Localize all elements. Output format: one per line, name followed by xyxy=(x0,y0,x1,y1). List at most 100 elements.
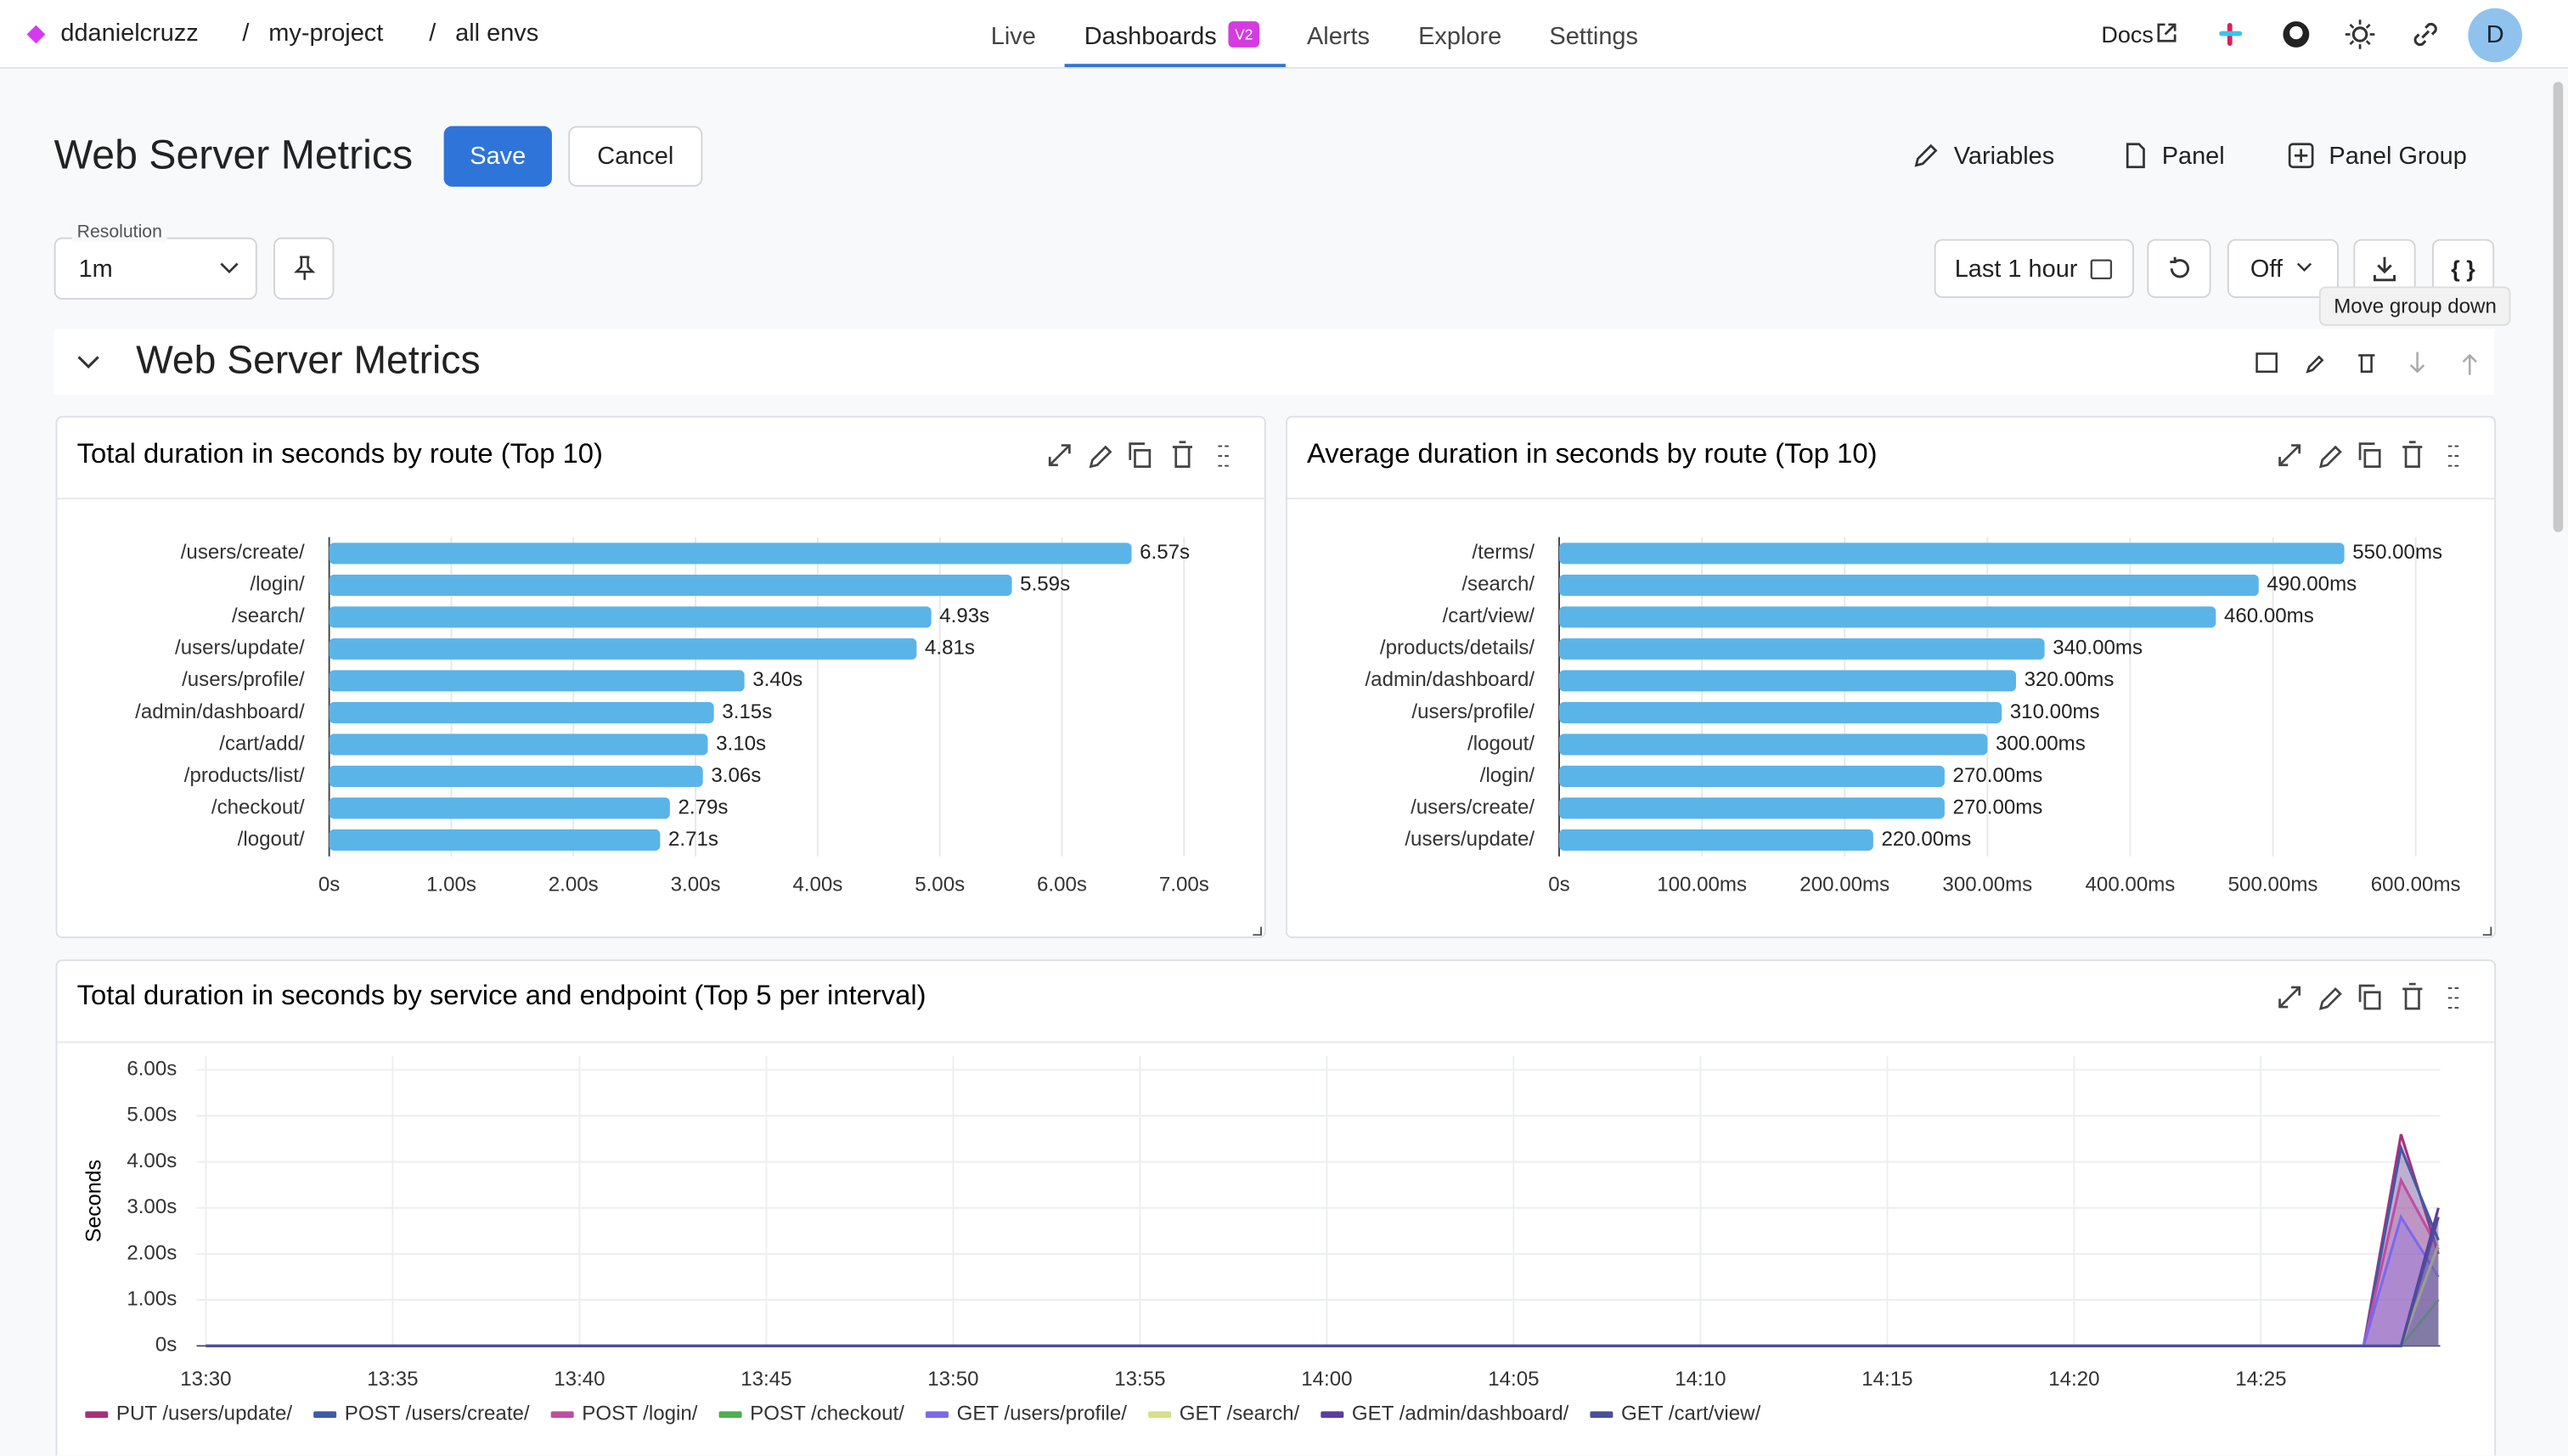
x-tick-label: 400.00ms xyxy=(2086,874,2176,897)
bar xyxy=(329,670,745,692)
panel-action-icon[interactable] xyxy=(2318,445,2342,469)
value-label: 220.00ms xyxy=(1881,828,1971,851)
link-icon[interactable] xyxy=(2411,20,2441,49)
brand-icon xyxy=(26,25,46,44)
env-selector[interactable]: all envs xyxy=(455,20,539,48)
value-label: 460.00ms xyxy=(2224,604,2314,627)
x-tick-label: 300.00ms xyxy=(1942,874,2032,897)
legend-label[interactable]: POST /users/create/ xyxy=(345,1403,530,1425)
legend-swatch[interactable] xyxy=(718,1411,742,1419)
resize-handle xyxy=(1253,926,1262,936)
panel-action-icon[interactable] xyxy=(1048,444,1071,467)
refresh-button[interactable] xyxy=(2147,239,2211,298)
nav-tab[interactable]: Explore xyxy=(1418,22,1502,51)
legend-swatch[interactable] xyxy=(1148,1411,1172,1419)
y-tick-label: 0s xyxy=(155,1334,177,1357)
legend-swatch[interactable] xyxy=(1590,1411,1613,1419)
external-icon xyxy=(2157,23,2177,42)
series-line xyxy=(206,1217,2440,1347)
x-tick-label: 13:55 xyxy=(1114,1368,1165,1391)
time-range-label: Last 1 hour xyxy=(1954,254,2078,283)
time-range-button[interactable]: Last 1 hour xyxy=(1934,239,2134,298)
project-selector[interactable]: my-project xyxy=(268,20,384,48)
panel-action-icon[interactable] xyxy=(1218,445,1229,467)
y-axis-label: Seconds xyxy=(82,1160,105,1243)
panel-action-icon[interactable] xyxy=(1129,442,1152,468)
x-tick-label: 600.00ms xyxy=(2371,874,2461,897)
avatar[interactable]: D xyxy=(2468,8,2522,63)
y-tick-label: 3.00s xyxy=(127,1195,177,1218)
resize-handle xyxy=(2482,926,2492,936)
value-label: 4.93s xyxy=(939,604,989,627)
value-label: 270.00ms xyxy=(1953,764,2043,787)
resolution-label: Resolution xyxy=(71,222,167,243)
legend-swatch[interactable] xyxy=(925,1411,949,1419)
nav-tab[interactable]: Live xyxy=(990,22,1036,51)
x-tick-label: 14:15 xyxy=(1861,1368,1912,1391)
panel-action-icon[interactable] xyxy=(2447,987,2459,1009)
panel-group-button[interactable]: Panel Group xyxy=(2329,142,2467,171)
panel-action-icon[interactable] xyxy=(2447,445,2459,467)
value-label: 550.00ms xyxy=(2352,541,2442,564)
docs-link[interactable]: Docs xyxy=(2101,21,2154,48)
breadcrumb-separator: / xyxy=(429,20,436,48)
x-tick-label: 2.00s xyxy=(549,874,599,897)
pin-button[interactable] xyxy=(273,237,335,300)
group-actions[interactable] xyxy=(2254,349,2499,379)
legend-label[interactable]: PUT /users/update/ xyxy=(116,1403,292,1425)
panel-action-icon[interactable] xyxy=(2402,982,2423,1010)
panel-action-icon[interactable] xyxy=(2278,986,2301,1009)
bar xyxy=(329,797,670,819)
x-tick-label: 13:35 xyxy=(367,1368,418,1391)
x-tick-label: 13:45 xyxy=(741,1368,791,1391)
legend-label[interactable]: GET /users/profile/ xyxy=(957,1403,1128,1425)
panel-action-icon[interactable] xyxy=(2358,442,2381,468)
nav-tab[interactable]: Dashboards xyxy=(1084,22,1217,51)
value-label: 270.00ms xyxy=(1953,795,2043,818)
legend-label[interactable]: POST /checkout/ xyxy=(750,1403,904,1425)
legend-swatch[interactable] xyxy=(313,1411,337,1419)
panel-action-icon[interactable] xyxy=(2278,444,2301,467)
panel-action-icon[interactable] xyxy=(2402,441,2423,468)
series-line xyxy=(206,1213,2440,1347)
y-tick-label: 4.00s xyxy=(127,1150,177,1172)
area xyxy=(206,1245,2439,1346)
org-selector[interactable]: ddanielcruzz xyxy=(60,20,199,48)
legend-label[interactable]: GET /search/ xyxy=(1180,1403,1300,1425)
x-tick-label: 14:00 xyxy=(1301,1368,1352,1391)
collapse-icon[interactable] xyxy=(76,352,102,372)
area xyxy=(206,1180,2439,1346)
area xyxy=(206,1148,2439,1346)
panel-button[interactable]: Panel xyxy=(2161,142,2225,171)
theme-icon[interactable] xyxy=(2345,20,2375,49)
panel-action-icon[interactable] xyxy=(2358,984,2381,1010)
legend-swatch[interactable] xyxy=(550,1411,574,1419)
x-tick-label: 14:10 xyxy=(1675,1368,1726,1391)
x-tick-label: 5.00s xyxy=(915,874,965,897)
pin-icon xyxy=(293,256,315,280)
github-icon[interactable] xyxy=(2281,20,2311,49)
x-tick-label: 0s xyxy=(318,874,340,897)
slack-icon[interactable] xyxy=(2217,21,2244,48)
series-line xyxy=(206,1207,2440,1347)
breadcrumb-separator: / xyxy=(242,20,250,48)
nav-tab[interactable]: Alerts xyxy=(1306,22,1370,51)
nav-tab[interactable]: Settings xyxy=(1549,22,1638,51)
legend-swatch[interactable] xyxy=(1321,1411,1344,1419)
cancel-button[interactable]: Cancel xyxy=(568,126,703,187)
panel-action-icon[interactable] xyxy=(1089,445,1112,469)
save-button[interactable]: Save xyxy=(443,126,552,187)
x-tick-label: 7.00s xyxy=(1159,874,1209,897)
chevron-icon xyxy=(2296,262,2312,272)
legend-swatch[interactable] xyxy=(85,1411,109,1419)
variables-button[interactable]: Variables xyxy=(1953,142,2055,171)
legend-label[interactable]: POST /login/ xyxy=(582,1403,697,1425)
bar xyxy=(1558,734,1988,756)
legend-label[interactable]: GET /admin/dashboard/ xyxy=(1352,1403,1569,1425)
legend-label[interactable]: GET /cart/view/ xyxy=(1621,1403,1761,1425)
badge: V2 xyxy=(1228,21,1260,48)
bar xyxy=(329,638,917,660)
value-label: 490.00ms xyxy=(2267,573,2357,596)
panel-action-icon[interactable] xyxy=(1172,441,1192,468)
panel-action-icon[interactable] xyxy=(2318,987,2342,1010)
